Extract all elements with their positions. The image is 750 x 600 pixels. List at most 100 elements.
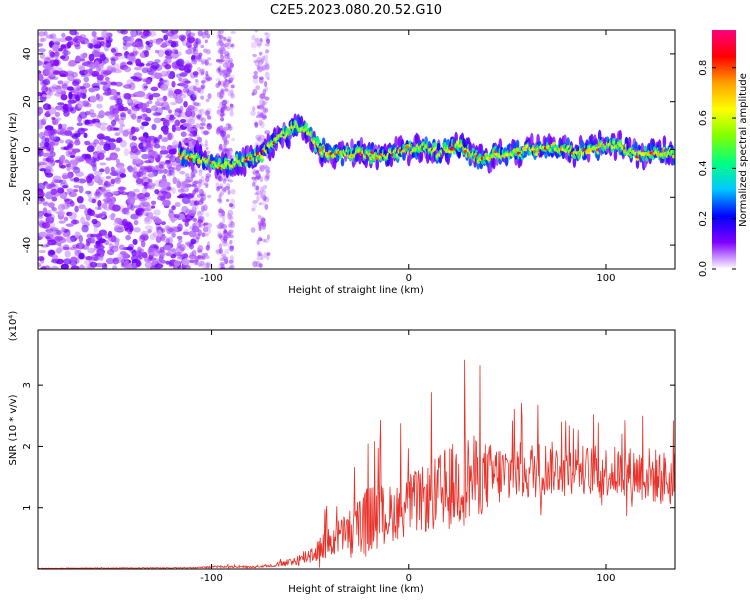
spectrogram-cell (161, 137, 169, 142)
spectrogram-cell (46, 209, 52, 215)
spectrogram-cell (169, 155, 177, 163)
spectrogram-cell (153, 117, 162, 124)
spectrogram-cell (38, 231, 48, 238)
spectrogram-cell (89, 261, 98, 268)
spectrogram-cell (321, 137, 326, 146)
spectrogram-cell (121, 207, 130, 215)
spectrogram-cell (222, 178, 227, 185)
spectrogram-cell (515, 147, 520, 152)
spectrogram-cell (70, 237, 75, 243)
spectrogram-cell (41, 152, 51, 157)
spectrogram-cell (258, 76, 264, 81)
spectrogram-cell (504, 157, 509, 166)
spectrogram-cell (256, 42, 262, 47)
spectrogram-cell (179, 93, 187, 99)
spectrogram-cell (150, 61, 160, 70)
spectrogram-cell (184, 158, 189, 167)
spectrogram-cell (259, 38, 263, 43)
spectrogram-cell (151, 257, 159, 263)
spectrogram-cell (202, 226, 209, 233)
spectrogram-cell (261, 65, 267, 71)
spectrogram-cell (67, 61, 76, 67)
spectrogram-cell (99, 122, 108, 126)
spectrogram-cell (100, 262, 105, 266)
spectrogram-cell (136, 171, 144, 178)
spectrogram-cell (220, 55, 225, 60)
spectrogram-cell (38, 215, 44, 219)
spectrogram-cell (200, 117, 207, 124)
spectrogram-cell (171, 232, 176, 238)
spectrogram-cell (69, 159, 77, 165)
spectrogram-cell (182, 231, 190, 236)
spectrogram-cell (177, 223, 183, 232)
spectrogram-cell (182, 122, 190, 127)
spectrogram-cell (265, 173, 271, 180)
spectrogram-cell (218, 248, 223, 255)
spectrogram-cell (110, 81, 117, 86)
spectrogram-cell (230, 188, 236, 195)
spectrogram-cell (47, 183, 57, 188)
spectrogram-cell (224, 88, 229, 92)
spectrogram-cell (216, 109, 221, 115)
spectrogram-cell (73, 85, 79, 93)
spectrogram-cell (56, 187, 65, 194)
spectrogram-cell (187, 32, 196, 37)
spectrogram-cell (198, 30, 204, 37)
spectrogram-cell (200, 175, 205, 182)
spectrogram-cell (227, 189, 231, 195)
spectrogram-cell (184, 64, 191, 69)
spectrogram-cell (258, 252, 262, 257)
spectrogram-cell (141, 153, 150, 160)
spectrogram-cell (250, 110, 256, 116)
x-tick-label: 100 (596, 573, 615, 584)
spectrogram-cell (92, 87, 100, 92)
spectrogram-cell (187, 133, 194, 137)
spectrogram-cell (168, 166, 175, 174)
spectrogram-cell (200, 95, 204, 100)
spectrogram-cell (42, 79, 51, 86)
spectrogram-cell (185, 40, 192, 49)
spectrogram-cell (206, 123, 212, 130)
spectrogram-cell (114, 68, 122, 74)
spectrogram-cell (225, 62, 230, 69)
spectrogram-cell (122, 45, 128, 51)
spectrogram-cell (62, 175, 70, 179)
spectrogram-cell (167, 227, 175, 233)
spectrogram-cell (188, 230, 197, 238)
spectrogram-cell (140, 200, 146, 205)
spectrogram-cell (256, 239, 260, 246)
spectrogram-cell (44, 137, 50, 143)
spectrogram-cell (223, 72, 228, 79)
spectrogram-cell (216, 34, 221, 40)
spectrogram-cell (136, 260, 142, 267)
spectrogram-cell (229, 245, 234, 250)
spectrogram-cell (167, 87, 175, 94)
spectrogram-cell (52, 43, 59, 52)
spectrogram-cell (191, 206, 197, 214)
spectrogram-cell (50, 241, 58, 246)
spectrogram-cell (229, 255, 234, 262)
spectrogram-cell (515, 139, 520, 149)
spectrogram-cell (127, 109, 132, 115)
spectrogram-cell (203, 130, 209, 136)
spectrogram-cell (256, 256, 262, 261)
spectrogram-cell (166, 186, 172, 191)
spectrogram-cell (266, 252, 271, 256)
spectrogram-cell (152, 112, 162, 117)
spectrogram-cell (78, 204, 86, 210)
spectrogram-cell (118, 244, 125, 251)
spectrogram-cell (218, 30, 224, 35)
spectrogram-cell (640, 142, 645, 155)
spectrogram-cell (42, 207, 48, 215)
spectrogram-cell (204, 110, 211, 116)
spectrogram-cell (271, 146, 275, 159)
spectrogram-cell (38, 147, 43, 155)
spectrogram-cell (192, 228, 198, 233)
spectrogram-cell (96, 94, 104, 102)
spectrogram-cell (85, 159, 93, 164)
spectrogram-cell (199, 95, 204, 99)
spectrogram-cell (220, 88, 225, 95)
spectrogram-cell (218, 41, 224, 46)
spectrogram-cell (70, 256, 78, 262)
